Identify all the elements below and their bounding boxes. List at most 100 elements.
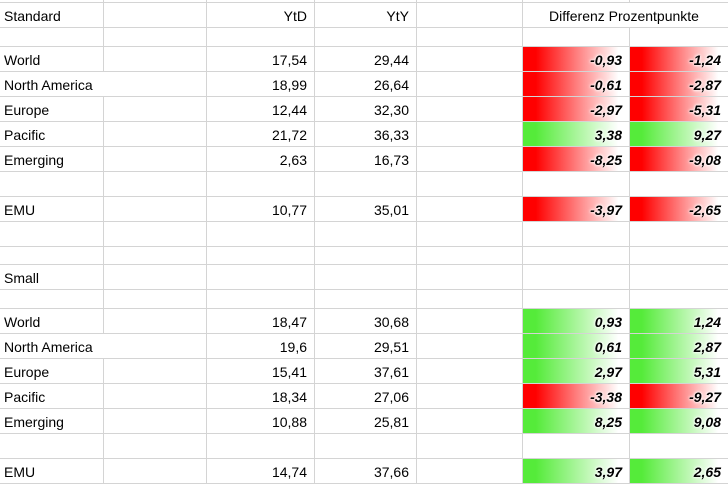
- cell-yty-value[interactable]: 27,06: [315, 384, 417, 409]
- cell-diff-yty[interactable]: -9,27: [630, 384, 728, 409]
- cell-empty[interactable]: [207, 247, 315, 265]
- cell-diff-ytd[interactable]: -3,38: [523, 384, 630, 409]
- cell-empty[interactable]: [104, 409, 207, 434]
- cell-empty[interactable]: [523, 172, 630, 197]
- cell-diff-yty[interactable]: 2,65: [630, 459, 728, 484]
- cell-empty[interactable]: [104, 459, 207, 484]
- cell-yty-value[interactable]: 30,68: [315, 309, 417, 334]
- cell-yty-value[interactable]: 37,61: [315, 359, 417, 384]
- cell-empty[interactable]: [104, 97, 207, 122]
- cell-diff-yty[interactable]: -1,24: [630, 47, 728, 72]
- cell-empty[interactable]: [104, 290, 207, 309]
- cell-empty[interactable]: [104, 197, 207, 222]
- cell-empty[interactable]: [630, 222, 728, 247]
- cell-empty[interactable]: [630, 28, 728, 47]
- cell-empty[interactable]: [207, 434, 315, 459]
- cell-ytd-value[interactable]: 10,88: [207, 409, 315, 434]
- cell-empty[interactable]: [630, 265, 728, 290]
- cell-empty[interactable]: [315, 28, 417, 47]
- cell-empty[interactable]: [315, 290, 417, 309]
- cell-ytd-value[interactable]: 14,74: [207, 459, 315, 484]
- cell-empty[interactable]: [207, 0, 315, 3]
- cell-empty[interactable]: [315, 0, 417, 3]
- cell-empty[interactable]: [207, 290, 315, 309]
- cell-row-label[interactable]: Europe: [0, 97, 104, 122]
- cell-empty[interactable]: [417, 384, 523, 409]
- cell-empty[interactable]: [417, 28, 523, 47]
- cell-empty[interactable]: [417, 97, 523, 122]
- cell-empty[interactable]: [104, 309, 207, 334]
- cell-empty[interactable]: [417, 309, 523, 334]
- cell-row-label[interactable]: Emerging: [0, 147, 104, 172]
- cell-empty[interactable]: [417, 122, 523, 147]
- cell-empty[interactable]: [630, 434, 728, 459]
- cell-empty[interactable]: [523, 0, 630, 3]
- cell-empty[interactable]: [630, 290, 728, 309]
- cell-empty[interactable]: [523, 222, 630, 247]
- cell-empty[interactable]: [0, 290, 104, 309]
- cell-empty[interactable]: [417, 459, 523, 484]
- cell-yty-value[interactable]: 35,01: [315, 197, 417, 222]
- cell-diff-ytd[interactable]: 0,61: [523, 334, 630, 359]
- cell-col-header-ytd[interactable]: YtD: [207, 3, 315, 28]
- cell-ytd-value[interactable]: 18,47: [207, 309, 315, 334]
- cell-empty[interactable]: [417, 409, 523, 434]
- cell-empty[interactable]: [315, 172, 417, 197]
- cell-diff-ytd[interactable]: 3,97: [523, 459, 630, 484]
- cell-empty[interactable]: [104, 359, 207, 384]
- cell-yty-value[interactable]: 29,44: [315, 47, 417, 72]
- cell-diff-yty[interactable]: 9,27: [630, 122, 728, 147]
- cell-diff-ytd[interactable]: -3,97: [523, 197, 630, 222]
- cell-diff-ytd[interactable]: -8,25: [523, 147, 630, 172]
- cell-empty[interactable]: [417, 3, 523, 28]
- cell-empty[interactable]: [104, 265, 207, 290]
- cell-empty[interactable]: [207, 265, 315, 290]
- cell-empty[interactable]: [104, 222, 207, 247]
- cell-empty[interactable]: [417, 222, 523, 247]
- cell-diff-ytd[interactable]: 3,38: [523, 122, 630, 147]
- cell-diff-yty[interactable]: -2,65: [630, 197, 728, 222]
- cell-empty[interactable]: [417, 72, 523, 97]
- cell-empty[interactable]: [104, 3, 207, 28]
- cell-empty[interactable]: [0, 0, 104, 3]
- cell-empty[interactable]: [630, 0, 728, 3]
- cell-empty[interactable]: [417, 0, 523, 3]
- cell-empty[interactable]: [417, 47, 523, 72]
- cell-empty[interactable]: [104, 0, 207, 3]
- cell-empty[interactable]: [417, 359, 523, 384]
- cell-diff-yty[interactable]: -2,87: [630, 72, 728, 97]
- cell-empty[interactable]: [417, 290, 523, 309]
- cell-empty[interactable]: [417, 197, 523, 222]
- cell-yty-value[interactable]: 16,73: [315, 147, 417, 172]
- cell-empty[interactable]: [417, 265, 523, 290]
- cell-empty[interactable]: [207, 172, 315, 197]
- cell-row-label[interactable]: EMU: [0, 459, 104, 484]
- cell-diff-yty[interactable]: 2,87: [630, 334, 728, 359]
- cell-empty[interactable]: [523, 290, 630, 309]
- cell-empty[interactable]: [104, 434, 207, 459]
- cell-empty[interactable]: [630, 172, 728, 197]
- cell-ytd-value[interactable]: 21,72: [207, 122, 315, 147]
- cell-empty[interactable]: [523, 28, 630, 47]
- cell-empty[interactable]: [104, 147, 207, 172]
- cell-diff-yty[interactable]: 5,31: [630, 359, 728, 384]
- cell-diff-yty[interactable]: -5,31: [630, 97, 728, 122]
- cell-empty[interactable]: [0, 434, 104, 459]
- cell-diff-ytd[interactable]: 8,25: [523, 409, 630, 434]
- cell-ytd-value[interactable]: 12,44: [207, 97, 315, 122]
- cell-ytd-value[interactable]: 10,77: [207, 197, 315, 222]
- cell-yty-value[interactable]: 32,30: [315, 97, 417, 122]
- cell-section-title[interactable]: Small: [0, 265, 104, 290]
- cell-row-label[interactable]: Pacific: [0, 384, 104, 409]
- cell-section-title[interactable]: Standard: [0, 3, 104, 28]
- cell-diff-ytd[interactable]: -0,61: [523, 72, 630, 97]
- cell-yty-value[interactable]: 25,81: [315, 409, 417, 434]
- cell-empty[interactable]: [104, 122, 207, 147]
- cell-empty[interactable]: [104, 47, 207, 72]
- cell-row-label[interactable]: Emerging: [0, 409, 104, 434]
- cell-empty[interactable]: [0, 222, 104, 247]
- cell-empty[interactable]: [104, 172, 207, 197]
- cell-ytd-value[interactable]: 19,6: [207, 334, 315, 359]
- cell-ytd-value[interactable]: 15,41: [207, 359, 315, 384]
- cell-empty[interactable]: [417, 247, 523, 265]
